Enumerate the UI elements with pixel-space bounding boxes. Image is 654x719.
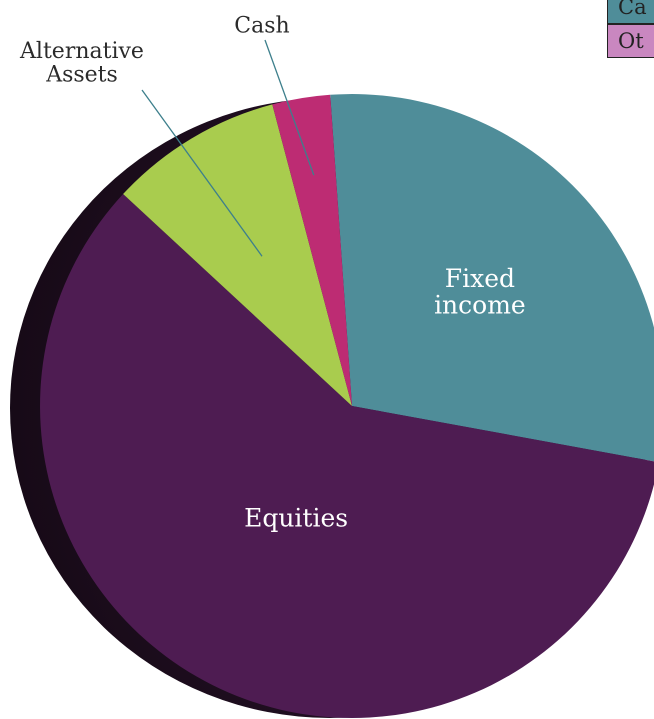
slice-label-cash: Cash (234, 14, 289, 39)
slice-label-alternative-assets: Alternative Assets (19, 39, 144, 87)
slice-label-fixed-income: Fixed income (434, 264, 526, 319)
pie-slice-equities (40, 194, 654, 718)
pie-slice-alternative-assets (123, 104, 352, 407)
legend-entry-2: Ot (607, 24, 654, 58)
leader-line-cash (264, 39, 315, 176)
legend-entry-1-label: Ca (618, 0, 647, 19)
slice-label-equities: Equities (244, 503, 348, 532)
leader-line-alternative-assets (141, 89, 263, 257)
legend-entry-1: Ca (607, 0, 654, 24)
pie-slice-cash (272, 94, 352, 407)
legend-entry-2-label: Ot (618, 29, 644, 53)
pie-slice-fixed-income (330, 94, 654, 462)
